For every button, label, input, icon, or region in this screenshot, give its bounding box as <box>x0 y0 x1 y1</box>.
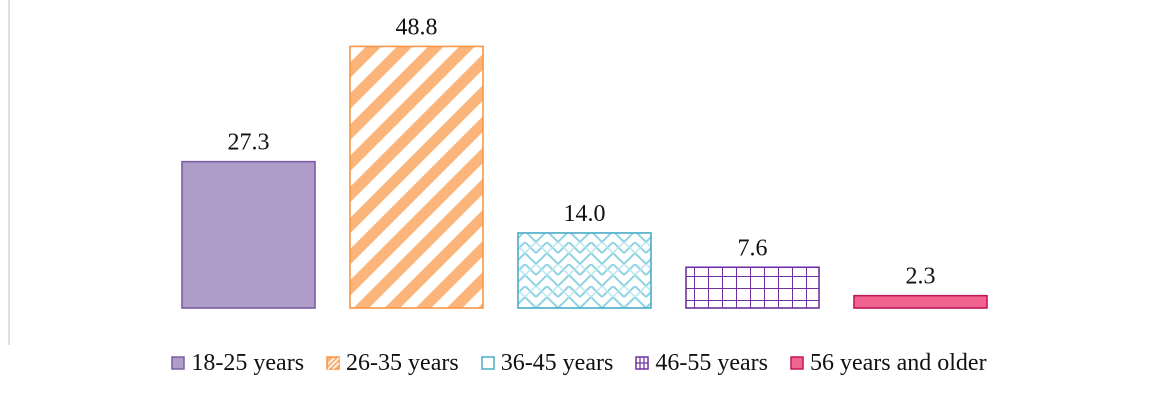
data-label: 7.6 <box>738 235 768 261</box>
legend-item: 56 years and older <box>790 350 987 377</box>
data-label: 14.0 <box>564 201 606 227</box>
bar-26-35-years <box>349 45 484 309</box>
bar-18-25-years <box>181 160 316 309</box>
legend-label: 18-25 years <box>191 349 305 376</box>
legend-label: 26-35 years <box>346 349 459 376</box>
legend-swatch <box>326 356 340 370</box>
legend: 18-25 years 26-35 years 36-45 years 46-55 y… <box>8 345 1150 381</box>
bar-46-55-years <box>685 266 820 309</box>
legend-swatch <box>635 356 650 370</box>
bars-layer <box>181 45 988 309</box>
legend-label: 36-45 years <box>500 349 614 376</box>
legend-item: 46-55 years <box>635 350 768 377</box>
legend-item: 26-35 years <box>326 350 459 377</box>
legend-label: 46-55 years <box>655 349 768 376</box>
bar-chart: 27.3 48.8 14.0 7.6 2.3 <box>8 0 988 345</box>
chart-area: 27.3 48.8 14.0 7.6 2.3 18-25 years 26-35 year… <box>8 0 1150 397</box>
data-label: 48.8 <box>396 14 438 40</box>
data-label: 2.3 <box>906 264 936 290</box>
legend-swatch <box>790 356 804 370</box>
legend-item: 18-25 years <box>171 350 304 377</box>
bar-36-45-years <box>517 232 652 309</box>
bar-56-years-and-older <box>853 294 988 309</box>
data-label: 27.3 <box>228 130 270 156</box>
legend-item: 36-45 years <box>480 349 614 377</box>
legend-swatch <box>171 356 186 370</box>
legend-label: 56 years and older <box>809 349 987 376</box>
legend-swatch <box>480 356 495 370</box>
labels-layer: 27.3 48.8 14.0 7.6 2.3 <box>228 14 936 289</box>
